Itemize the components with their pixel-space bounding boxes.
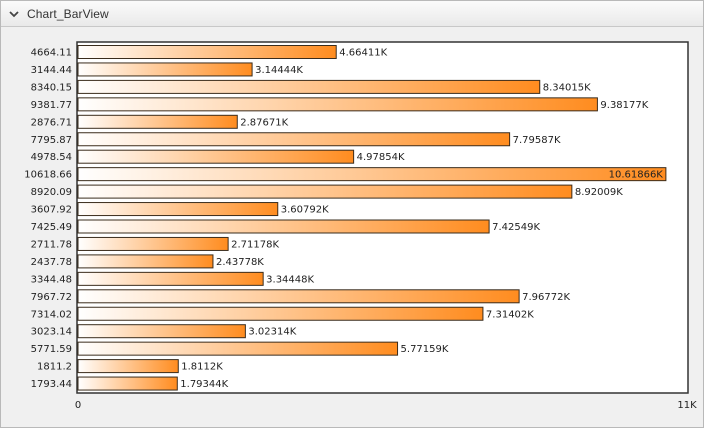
- data-label: 7.96772K: [522, 292, 570, 303]
- data-label: 8.34015K: [543, 82, 591, 93]
- category-label: 4664.11: [31, 48, 72, 59]
- category-labels-group: 4664.11 3144.44 8340.15 9381.77 2876.71 7795.…: [24, 48, 72, 391]
- bar[interactable]: [77, 202, 279, 217]
- category-label: 2711.78: [31, 239, 72, 250]
- bar[interactable]: [77, 62, 253, 77]
- bar[interactable]: [77, 167, 667, 182]
- data-label: 4.97854K: [357, 152, 405, 163]
- category-label: 3344.48: [31, 274, 72, 285]
- bar[interactable]: [77, 341, 399, 356]
- chevron-down-icon[interactable]: [7, 7, 21, 21]
- category-label: 7967.72: [31, 292, 72, 303]
- data-label: 2.87671K: [240, 117, 288, 128]
- bar[interactable]: [77, 132, 511, 147]
- category-label: 8920.09: [31, 187, 72, 198]
- data-labels-group: 4.66411K 3.14444K 8.34015K 9.38177K 2.87671K…: [180, 48, 663, 391]
- data-label: 1.8112K: [181, 362, 223, 373]
- category-label: 1793.44: [31, 379, 72, 390]
- category-label: 3607.92: [31, 205, 72, 216]
- category-label: 3144.44: [31, 65, 72, 76]
- bar[interactable]: [77, 254, 214, 269]
- bar[interactable]: [77, 306, 484, 321]
- data-label: 7.31402K: [486, 309, 534, 320]
- data-label: 5.77159K: [401, 344, 449, 355]
- category-label: 2437.78: [31, 257, 72, 268]
- panel-title: Chart_BarView: [27, 7, 109, 21]
- bar[interactable]: [77, 324, 246, 339]
- data-label: 3.60792K: [281, 205, 329, 216]
- bar[interactable]: [77, 289, 520, 304]
- category-label: 3023.14: [31, 327, 72, 338]
- category-label: 2876.71: [31, 117, 72, 128]
- data-label: 2.43778K: [216, 257, 264, 268]
- data-label: 3.34448K: [266, 274, 314, 285]
- x-axis-ticks-group: 0 11K: [75, 400, 697, 411]
- data-label: 1.79344K: [180, 379, 228, 390]
- panel-header: Chart_BarView: [1, 1, 703, 27]
- category-label: 1811.2: [37, 362, 72, 373]
- bars-group: [77, 45, 667, 391]
- category-label: 7314.02: [31, 309, 72, 320]
- bar[interactable]: [77, 97, 598, 112]
- bar[interactable]: [77, 271, 264, 286]
- data-label: 7.42549K: [492, 222, 540, 233]
- category-label: 9381.77: [31, 100, 72, 111]
- bar[interactable]: [77, 359, 179, 374]
- bar[interactable]: [77, 114, 238, 129]
- category-label: 4978.54: [31, 152, 72, 163]
- bar[interactable]: [77, 79, 541, 94]
- data-label: 3.14444K: [255, 65, 303, 76]
- category-label: 8340.15: [31, 82, 72, 93]
- data-label: 2.71178K: [231, 239, 279, 250]
- data-label: 7.79587K: [513, 135, 561, 146]
- bar[interactable]: [77, 45, 337, 59]
- bar[interactable]: [77, 219, 490, 234]
- category-label: 5771.59: [31, 344, 72, 355]
- plot-area: [76, 41, 689, 394]
- data-label: 10.61866K: [609, 170, 664, 181]
- data-label: 9.38177K: [600, 100, 648, 111]
- x-tick-label: 0: [75, 400, 81, 411]
- x-tick-label: 11K: [677, 400, 697, 411]
- data-label: 4.66411K: [339, 48, 387, 59]
- category-label: 7425.49: [31, 222, 72, 233]
- bar[interactable]: [77, 149, 355, 164]
- bar[interactable]: [77, 236, 229, 251]
- category-label: 7795.87: [31, 135, 72, 146]
- bar[interactable]: [77, 184, 573, 199]
- data-label: 8.92009K: [575, 187, 623, 198]
- bar[interactable]: [77, 376, 178, 391]
- data-label: 3.02314K: [248, 327, 296, 338]
- category-label: 10618.66: [24, 170, 72, 181]
